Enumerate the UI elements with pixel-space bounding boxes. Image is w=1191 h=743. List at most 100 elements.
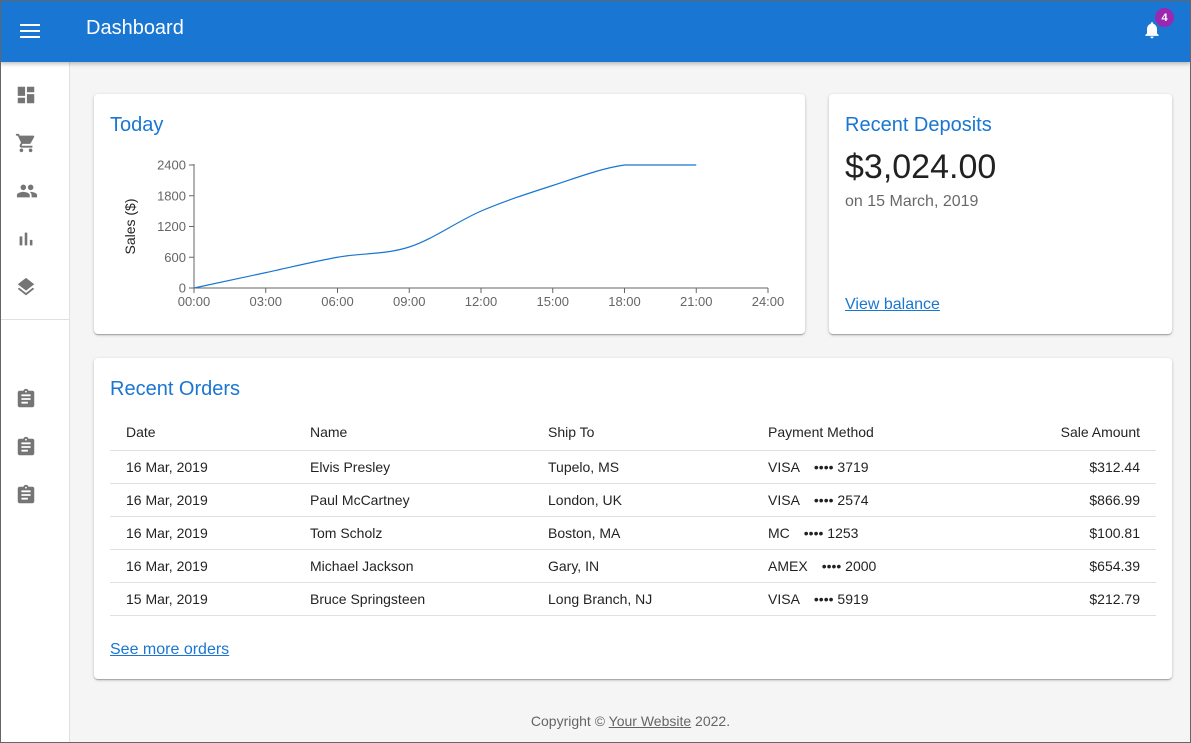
card-number: •••• 1253 xyxy=(803,524,859,541)
assignment-icon xyxy=(17,436,35,456)
column-header-sale-amount[interactable]: Sale Amount xyxy=(972,414,1156,451)
see-more-orders-link[interactable]: See more orders xyxy=(110,641,230,658)
sales-chart: 0 600 1200 1800 2400 00:00 03:00 06:00 09:00 12:0… xyxy=(122,158,785,310)
column-header-payment-method[interactable]: Payment Method xyxy=(752,414,972,451)
dashboard-icon xyxy=(17,86,35,104)
order-amount: $212.79 xyxy=(972,582,1156,616)
sales-line xyxy=(193,164,697,289)
order-name: Tom Scholz xyxy=(294,516,532,550)
card-type: VISA xyxy=(768,458,800,475)
y-tick-label: 600 xyxy=(164,250,186,265)
column-header-ship-to[interactable]: Ship To xyxy=(532,414,752,451)
table-row[interactable]: 15 Mar, 2019 Bruce Springsteen Long Bran… xyxy=(110,582,1156,616)
order-name: Michael Jackson xyxy=(294,549,532,583)
x-tick-label: 00:00 xyxy=(178,294,211,309)
bell-icon xyxy=(1145,22,1159,39)
y-tick-label: 0 xyxy=(179,281,186,296)
card-type: MC xyxy=(768,524,790,541)
sidebar-item-integrations[interactable] xyxy=(0,263,69,311)
card-number: •••• 5919 xyxy=(813,590,869,607)
deposit-date: on 15 March, 2019 xyxy=(845,193,979,210)
card-type: AMEX xyxy=(768,557,808,574)
order-ship-to: Boston, MA xyxy=(532,516,752,550)
table-row[interactable]: 16 Mar, 2019 Elvis Presley Tupelo, MS VI… xyxy=(110,450,1156,484)
y-tick-label: 1200 xyxy=(157,219,186,234)
x-tick-label: 09:00 xyxy=(393,294,426,309)
notification-badge: 4 xyxy=(1155,8,1174,27)
card-number: •••• 2574 xyxy=(813,491,869,508)
menu-icon xyxy=(20,24,40,38)
page-title: Dashboard xyxy=(86,17,184,39)
card-type: VISA xyxy=(768,491,800,508)
order-payment-method: VISA •••• 5919 xyxy=(752,582,972,616)
order-date: 16 Mar, 2019 xyxy=(110,549,294,583)
sidebar-item-reports[interactable] xyxy=(0,215,69,263)
order-ship-to: London, UK xyxy=(532,483,752,517)
table-row[interactable]: 16 Mar, 2019 Paul McCartney London, UK V… xyxy=(110,483,1156,517)
order-date: 16 Mar, 2019 xyxy=(110,483,294,517)
order-name: Elvis Presley xyxy=(294,450,532,484)
sidebar-divider xyxy=(0,319,69,320)
x-tick-label: 15:00 xyxy=(536,294,569,309)
assignment-icon xyxy=(17,484,35,504)
order-name: Paul McCartney xyxy=(294,483,532,517)
order-payment-method: AMEX •••• 2000 xyxy=(752,549,972,583)
assignment-icon xyxy=(17,388,35,408)
orders-table: Date Name Ship To Payment Method Sale Am… xyxy=(110,414,1156,616)
x-tick-label: 18:00 xyxy=(608,294,641,309)
sidebar-item-dashboard[interactable] xyxy=(0,71,69,119)
card-number: •••• 2000 xyxy=(821,557,877,574)
order-amount: $312.44 xyxy=(972,450,1156,484)
copyright-prefix: Copyright © xyxy=(530,713,609,729)
y-tick-label: 2400 xyxy=(157,158,186,173)
view-balance-link[interactable]: View balance xyxy=(845,296,940,313)
order-payment-method: MC •••• 1253 xyxy=(752,516,972,550)
order-ship-to: Gary, IN xyxy=(532,549,752,583)
menu-button[interactable] xyxy=(14,15,46,47)
order-payment-method: VISA •••• 3719 xyxy=(752,450,972,484)
deposits-title: Recent Deposits xyxy=(845,114,992,136)
layers-icon xyxy=(17,277,35,296)
today-title: Today xyxy=(110,114,164,136)
sidebar-item-orders[interactable] xyxy=(0,119,69,167)
x-tick-label: 21:00 xyxy=(680,294,713,309)
order-amount: $654.39 xyxy=(972,549,1156,583)
app-bar: Dashboard 4 xyxy=(0,0,1191,62)
notifications-button[interactable] xyxy=(1136,14,1168,46)
today-card: Today 0 600 1200 1800 2400 00:00 03:00 06:00 09:… xyxy=(94,94,805,334)
website-link[interactable]: Your Website xyxy=(608,713,692,729)
column-header-name[interactable]: Name xyxy=(294,414,532,451)
footer: Copyright © Your Website 2022. xyxy=(70,713,1191,729)
shopping-cart-icon xyxy=(15,133,35,153)
copyright-suffix: 2022. xyxy=(691,713,731,729)
order-name: Bruce Springsteen xyxy=(294,582,532,616)
sidebar-item-report-2[interactable] xyxy=(0,423,69,471)
sidebar-item-report-3[interactable] xyxy=(0,471,69,519)
y-axis-label: Sales ($) xyxy=(122,198,138,254)
deposit-amount: $3,024.00 xyxy=(845,148,997,186)
order-amount: $866.99 xyxy=(972,483,1156,517)
column-header-date[interactable]: Date xyxy=(110,414,294,451)
table-row[interactable]: 16 Mar, 2019 Michael Jackson Gary, IN AM… xyxy=(110,549,1156,583)
sidebar-item-customers[interactable] xyxy=(0,167,69,215)
people-icon xyxy=(16,184,38,198)
table-row[interactable]: 16 Mar, 2019 Tom Scholz Boston, MA MC •••… xyxy=(110,516,1156,550)
bar-chart-icon xyxy=(19,232,33,246)
x-tick-label: 06:00 xyxy=(321,294,354,309)
x-tick-label: 24:00 xyxy=(752,294,785,309)
deposits-card: Recent Deposits $3,024.00 on 15 March, 2… xyxy=(829,94,1172,334)
y-tick-label: 1800 xyxy=(157,188,186,203)
order-ship-to: Tupelo, MS xyxy=(532,450,752,484)
card-type: VISA xyxy=(768,590,800,607)
order-payment-method: VISA •••• 2574 xyxy=(752,483,972,517)
orders-title: Recent Orders xyxy=(110,378,241,400)
table-header-row: Date Name Ship To Payment Method Sale Am… xyxy=(110,414,1156,451)
order-ship-to: Long Branch, NJ xyxy=(532,582,752,616)
card-number: •••• 3719 xyxy=(813,458,869,475)
order-amount: $100.81 xyxy=(972,516,1156,550)
order-date: 16 Mar, 2019 xyxy=(110,516,294,550)
sidebar-item-report-1[interactable] xyxy=(0,375,69,423)
sidebar xyxy=(0,62,70,743)
order-date: 16 Mar, 2019 xyxy=(110,450,294,484)
x-tick-label: 03:00 xyxy=(249,294,282,309)
